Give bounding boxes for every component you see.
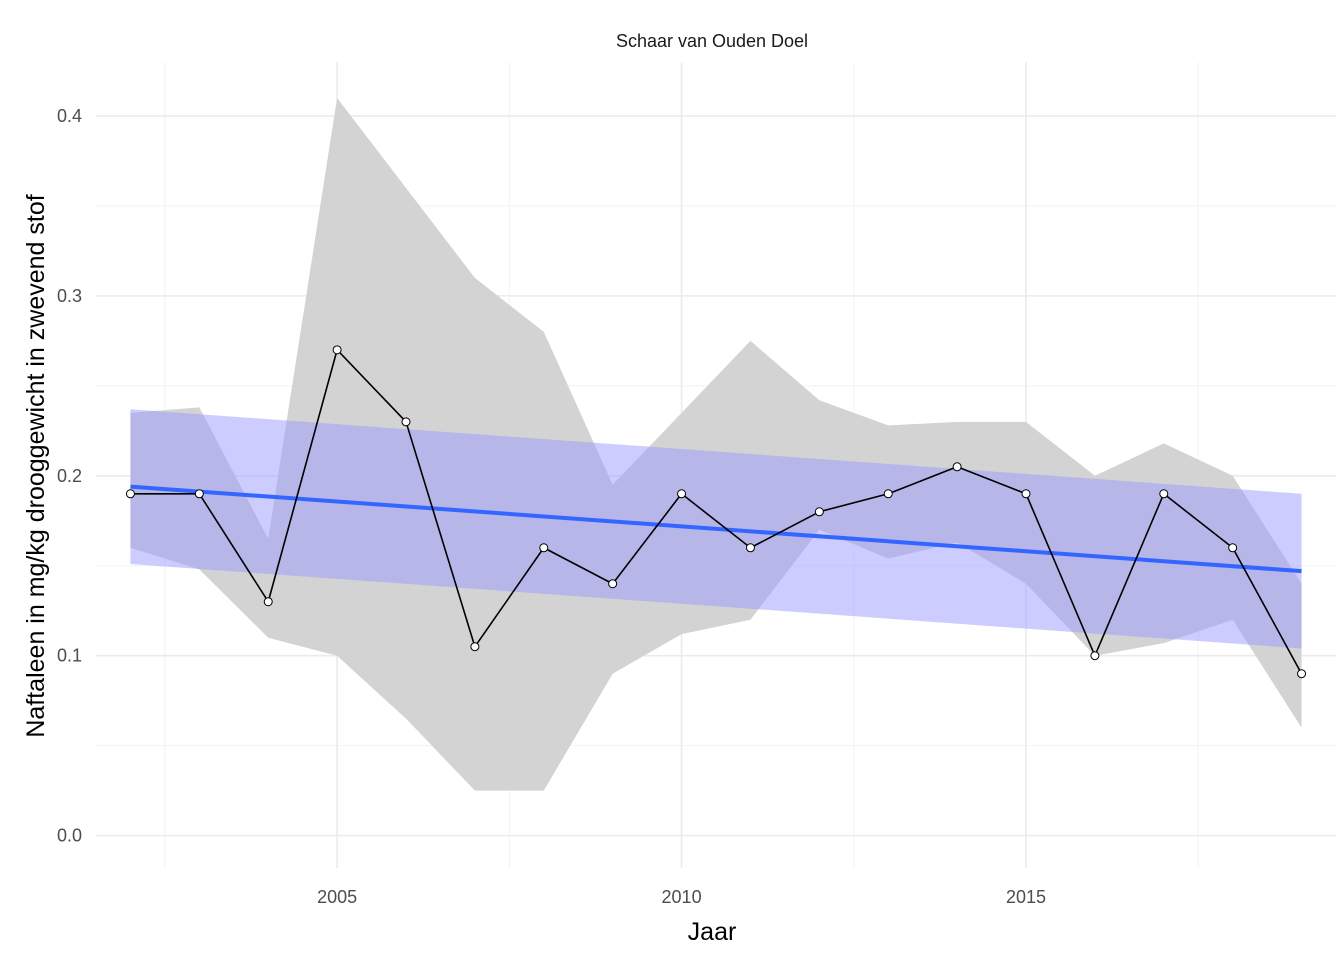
x-axis-ticks: 2005 2010 2015 — [317, 887, 1046, 907]
data-point — [1159, 489, 1169, 499]
data-point — [677, 489, 687, 499]
x-axis-title: Jaar — [688, 918, 737, 946]
chart-title: Schaar van Ouden Doel — [616, 31, 808, 51]
x-tick-label: 2005 — [317, 887, 357, 907]
data-point — [1228, 543, 1238, 553]
data-point — [1297, 669, 1307, 679]
data-point — [745, 543, 755, 553]
y-axis-ticks: 0.0 0.1 0.2 0.3 0.4 — [57, 106, 82, 846]
data-point — [194, 489, 204, 499]
data-point — [1021, 489, 1031, 499]
observed-range-ribbon — [130, 97, 1302, 791]
data-point — [470, 642, 480, 652]
x-tick-label: 2015 — [1006, 887, 1046, 907]
observed-line-path — [130, 349, 1303, 675]
y-tick-label: 0.4 — [57, 106, 82, 126]
data-point — [332, 345, 342, 355]
y-axis-title: Naftaleen in mg/kg drooggewicht in zweve… — [22, 194, 50, 737]
y-tick-label: 0.3 — [57, 286, 82, 306]
trend-line — [130, 484, 1302, 574]
data-point — [883, 489, 893, 499]
data-point — [814, 507, 824, 517]
data-points — [125, 345, 1307, 679]
trend-line-path — [130, 484, 1302, 574]
data-point — [1090, 651, 1100, 661]
x-tick-label: 2010 — [662, 887, 702, 907]
data-point — [125, 489, 135, 499]
y-tick-label: 0.1 — [57, 646, 82, 666]
observed-line — [130, 349, 1303, 675]
data-point — [263, 597, 273, 607]
data-point — [608, 579, 618, 589]
data-point — [401, 417, 411, 427]
y-tick-label: 0.2 — [57, 466, 82, 486]
data-point — [539, 543, 549, 553]
y-tick-label: 0.0 — [57, 826, 82, 846]
data-point — [952, 462, 962, 472]
observed-range-band — [130, 97, 1302, 791]
